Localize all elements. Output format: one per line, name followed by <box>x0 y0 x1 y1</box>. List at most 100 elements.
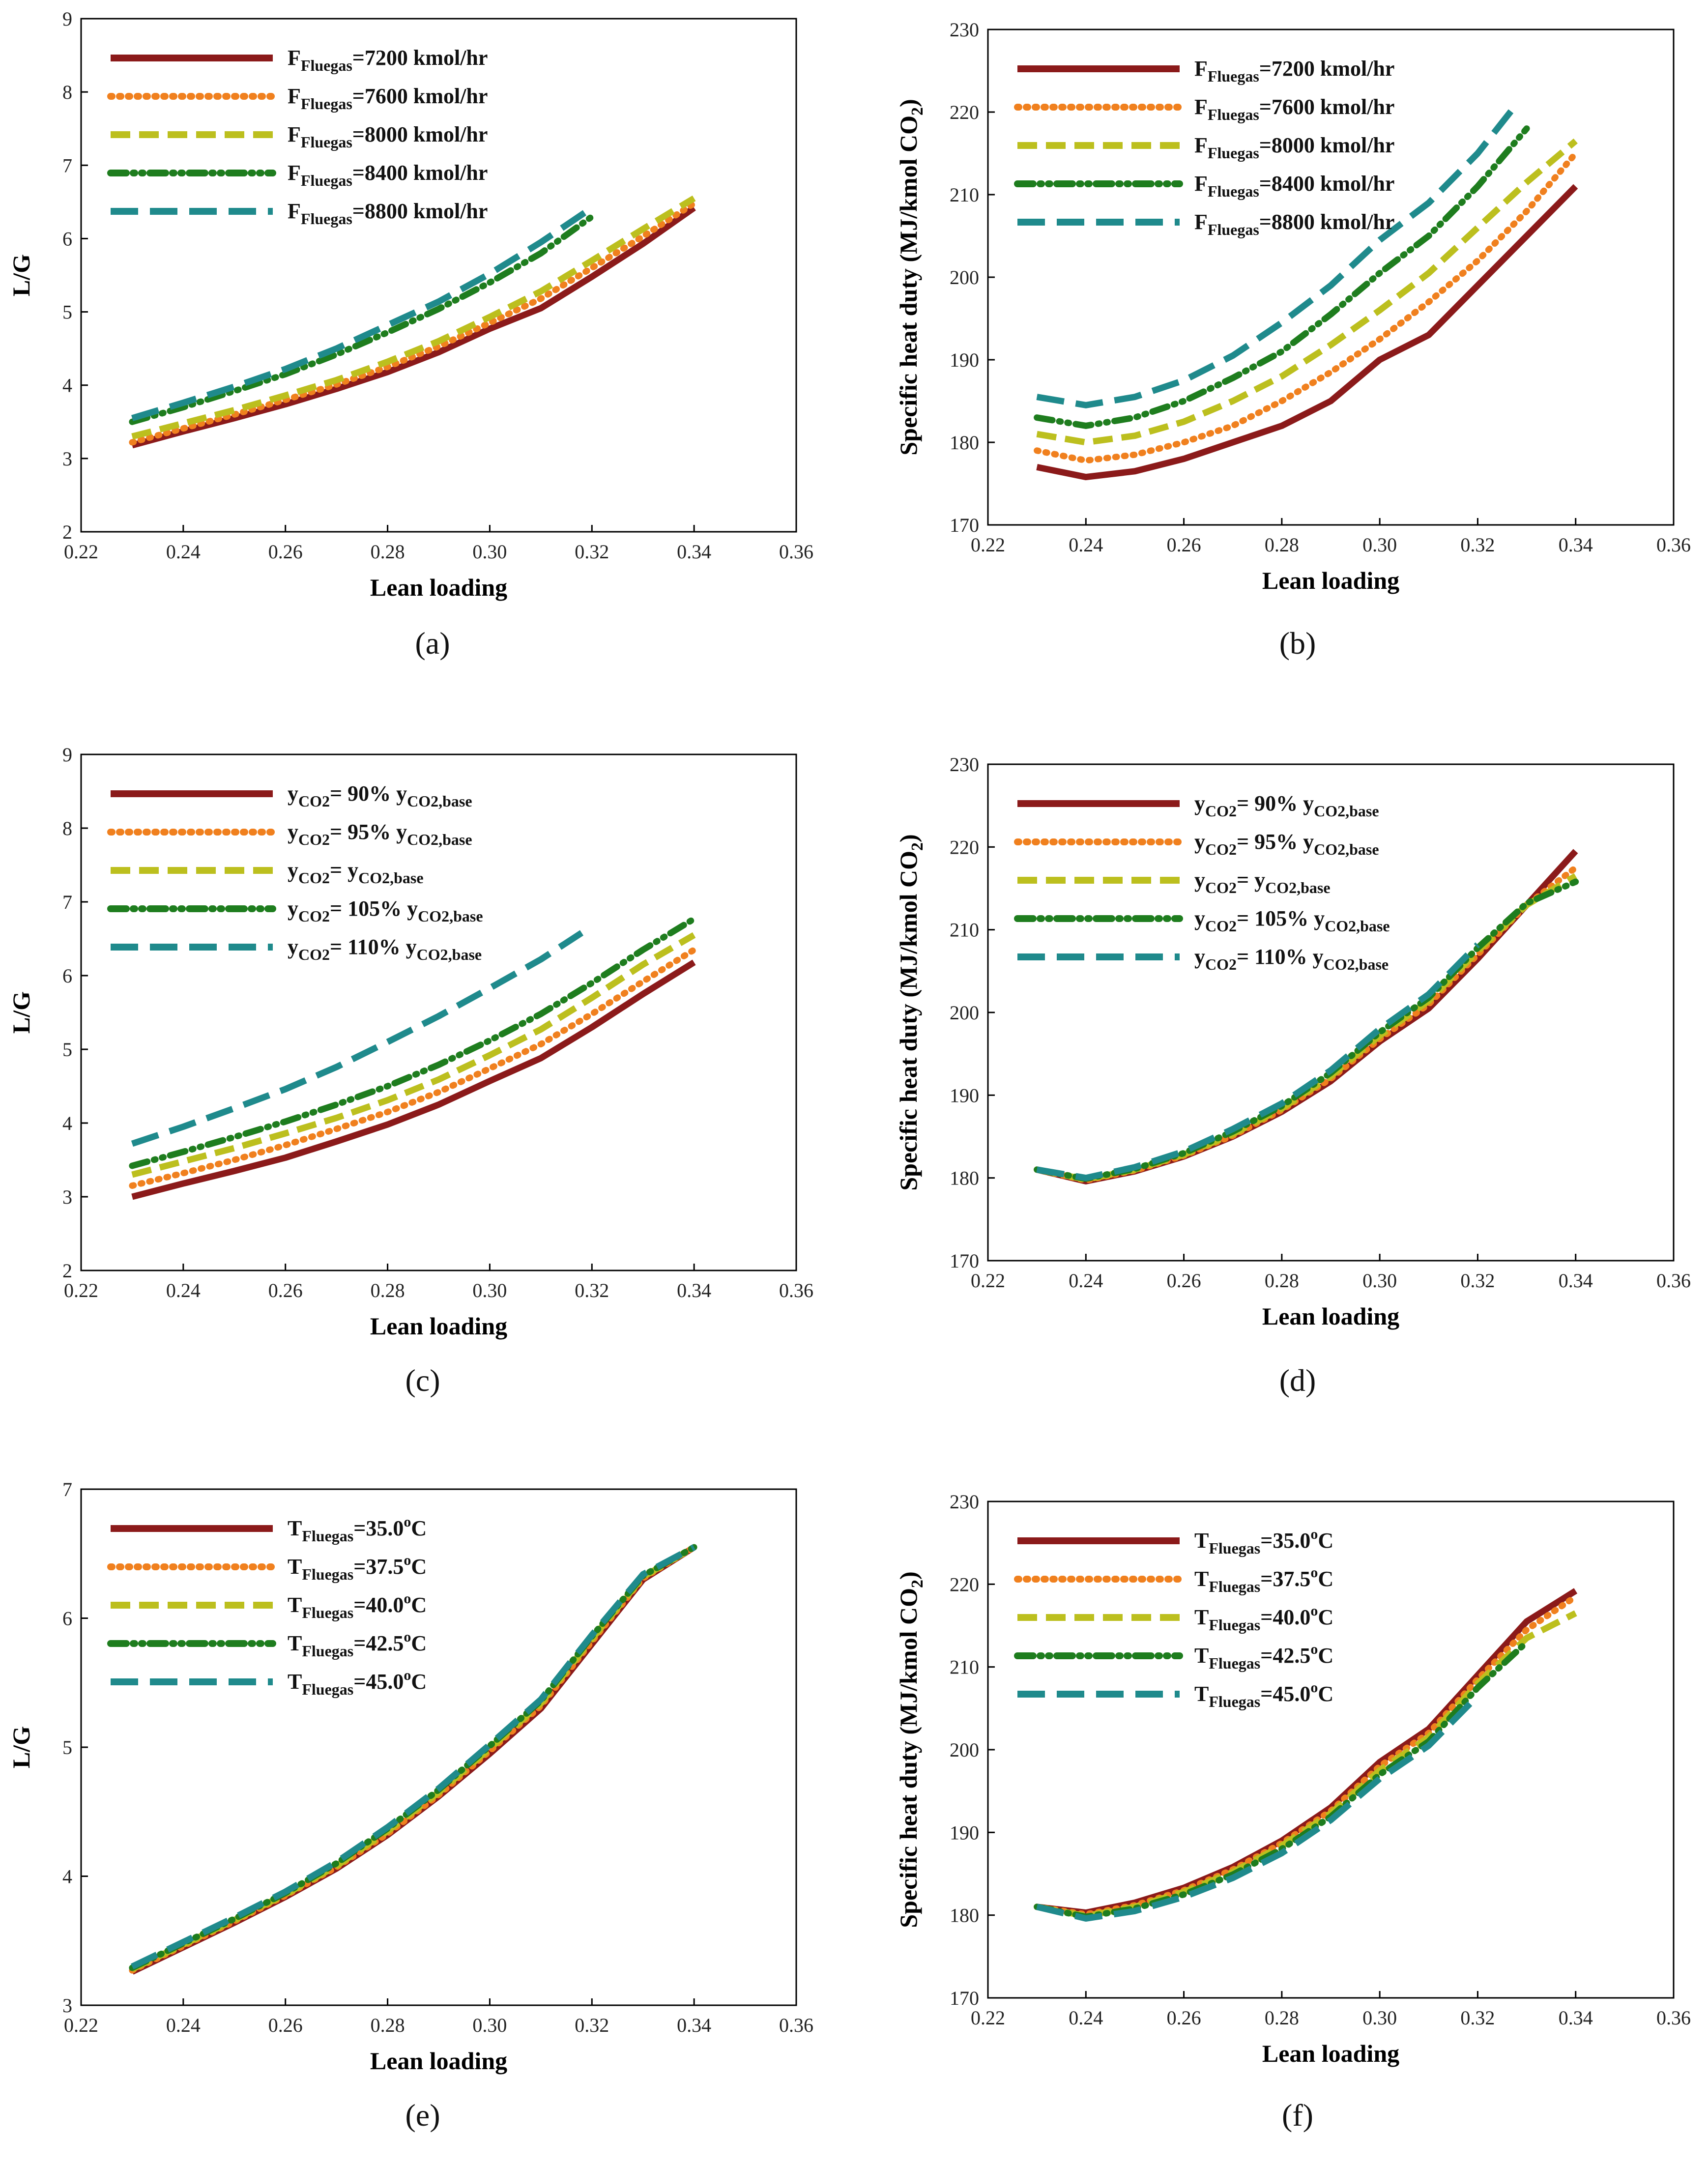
chart-panel-d: 0.22 0.24 0.26 0.28 0.30 0.32 0.34 0.36 170 180 19… <box>895 753 1691 1398</box>
legend-entry-5: TFluegas=45.0oC <box>1194 1679 1333 1710</box>
x-tick-label: 0.34 <box>677 541 711 563</box>
y-tick-label: 180 <box>950 1167 979 1189</box>
legend-entry-4: yCO2= 105% yCO2,base <box>288 896 483 925</box>
y-tick-label: 220 <box>950 1573 979 1595</box>
plot-frame <box>80 18 797 533</box>
y-tick-label: 5 <box>62 1736 72 1759</box>
legend-entry-1: FFluegas=7200 kmol/hr <box>1194 57 1394 85</box>
x-tick-label: 0.24 <box>166 2014 201 2036</box>
x-tick-label: 0.32 <box>1460 534 1495 556</box>
x-tick-label: 0.32 <box>575 541 609 563</box>
panel-label: (f) <box>1282 2098 1313 2133</box>
y-axis-label: L/G <box>7 254 35 296</box>
y-tick-label: 200 <box>950 1002 979 1024</box>
legend-entry-3: TFluegas=40.0oC <box>288 1590 427 1621</box>
y-tick-label: 220 <box>950 836 979 858</box>
x-tick-label: 0.28 <box>371 1279 405 1301</box>
series-line-5 <box>1036 942 1480 1182</box>
y-tick-label: 8 <box>62 817 72 839</box>
x-tick-label: 0.26 <box>268 2014 303 2036</box>
x-tick-label: 0.36 <box>779 2014 813 2036</box>
y-tick-label: 220 <box>950 101 979 123</box>
x-axis-label: Lean loading <box>1262 2040 1399 2067</box>
legend-entry-4: FFluegas=8400 kmol/hr <box>1194 172 1394 200</box>
legend-entry-5: yCO2= 110% yCO2,base <box>288 935 482 963</box>
legend-entry-3: FFluegas=8000 kmol/hr <box>288 122 488 151</box>
y-tick-label: 9 <box>62 744 72 766</box>
legend-entry-1: TFluegas=35.0oC <box>288 1514 427 1545</box>
legend-entry-1: yCO2= 90% yCO2,base <box>1194 791 1379 820</box>
y-tick-label: 230 <box>950 753 979 776</box>
x-tick-label: 0.32 <box>575 1279 609 1301</box>
x-tick-label: 0.28 <box>371 541 405 563</box>
chart-panel-c: 0.22 0.24 0.26 0.28 0.30 0.32 0.34 0.36 2 3 4 5 6 7 8 9… <box>7 744 813 1398</box>
x-tick-label: 0.30 <box>472 2014 507 2036</box>
y-axis-label: L/G <box>7 1726 35 1768</box>
legend-entry-5: yCO2= 110% yCO2,base <box>1194 945 1389 973</box>
x-tick-label: 0.24 <box>166 1279 201 1301</box>
series-line-5 <box>1036 102 1520 408</box>
x-tick-label: 0.26 <box>1167 1270 1201 1292</box>
series-line-5 <box>1036 1694 1480 1922</box>
x-axis-label: Lean loading <box>370 574 507 601</box>
x-tick-label: 0.32 <box>575 2014 609 2036</box>
chart-panel-a: 0.22 0.24 0.26 0.28 0.30 0.32 0.34 0.36 2 3 4 5 6 7 8 9… <box>7 8 813 661</box>
x-tick-label: 0.28 <box>1265 2007 1299 2029</box>
y-tick-label: 7 <box>62 154 72 176</box>
series-line-5 <box>131 1544 696 1970</box>
x-axis-label: Lean loading <box>370 1312 507 1340</box>
x-tick-label: 0.22 <box>971 2007 1005 2029</box>
y-tick-label: 170 <box>950 1987 979 2009</box>
series-line-3 <box>131 932 696 1178</box>
legend-entry-4: TFluegas=42.5oC <box>288 1629 427 1660</box>
series-line-3 <box>1036 138 1578 446</box>
y-tick-label: 3 <box>62 1994 72 2017</box>
x-tick-label: 0.34 <box>677 1279 711 1301</box>
x-tick-label: 0.26 <box>1167 2007 1201 2029</box>
y-tick-label: 6 <box>62 1608 72 1630</box>
x-tick-label: 0.36 <box>1656 534 1691 556</box>
y-tick-label: 9 <box>62 8 72 30</box>
x-tick-label: 0.22 <box>64 541 98 563</box>
x-tick-label: 0.30 <box>1362 534 1397 556</box>
x-tick-label: 0.24 <box>166 541 201 563</box>
x-tick-label: 0.28 <box>371 2014 405 2036</box>
plot-frame <box>80 753 797 1271</box>
legend-entry-5: FFluegas=8800 kmol/hr <box>1194 210 1394 238</box>
x-tick-label: 0.34 <box>1559 534 1593 556</box>
y-tick-label: 5 <box>62 1039 72 1061</box>
y-tick-label: 180 <box>950 1904 979 1927</box>
legend-entry-1: yCO2= 90% yCO2,base <box>288 781 472 810</box>
x-tick-label: 0.26 <box>268 1279 303 1301</box>
y-tick-label: 210 <box>950 184 979 206</box>
y-tick-label: 5 <box>62 301 72 323</box>
x-tick-label: 0.22 <box>971 1270 1005 1292</box>
y-tick-label: 6 <box>62 965 72 987</box>
x-tick-label: 0.26 <box>268 541 303 563</box>
y-tick-label: 7 <box>62 1478 72 1500</box>
legend-entry-2: FFluegas=7600 kmol/hr <box>1194 95 1394 123</box>
x-tick-label: 0.30 <box>1362 1270 1397 1292</box>
x-tick-label: 0.34 <box>1559 1270 1593 1292</box>
series-line-4 <box>129 916 697 1169</box>
y-tick-label: 7 <box>62 891 72 913</box>
x-axis-label: Lean loading <box>1262 1302 1399 1330</box>
y-tick-label: 190 <box>950 1084 979 1106</box>
legend-entry-1: TFluegas=35.0oC <box>1194 1526 1333 1557</box>
legend-entry-3: TFluegas=40.0oC <box>1194 1603 1333 1634</box>
x-axis-label: Lean loading <box>1262 567 1399 594</box>
y-tick-label: 6 <box>62 228 72 250</box>
x-tick-label: 0.36 <box>779 541 813 563</box>
x-tick-label: 0.22 <box>64 1279 98 1301</box>
series-line-4 <box>1034 125 1530 429</box>
legend-entry-2: FFluegas=7600 kmol/hr <box>288 84 488 113</box>
y-tick-label: 210 <box>950 919 979 941</box>
chart-panel-f: 0.22 0.24 0.26 0.28 0.30 0.32 0.34 0.36 170 180 19… <box>895 1491 1691 2133</box>
y-tick-label: 2 <box>62 1260 72 1282</box>
legend-entry-3: FFluegas=8000 kmol/hr <box>1194 133 1394 162</box>
x-tick-label: 0.30 <box>1362 2007 1397 2029</box>
x-tick-label: 0.22 <box>971 534 1005 556</box>
series-line-2 <box>129 947 697 1189</box>
y-tick-label: 180 <box>950 432 979 454</box>
series-line-2 <box>1034 150 1579 464</box>
